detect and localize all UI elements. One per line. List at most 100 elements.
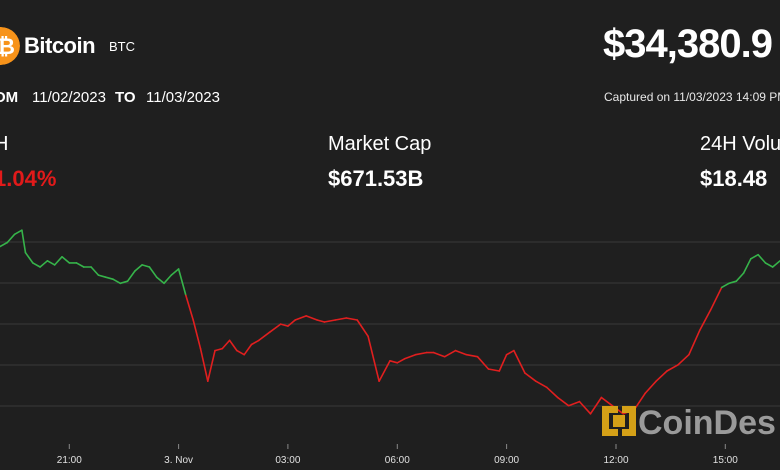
line-segment bbox=[24, 251, 34, 264]
line-segment bbox=[126, 270, 136, 282]
price-line bbox=[0, 229, 780, 415]
line-segment bbox=[709, 286, 723, 311]
line-segment bbox=[228, 339, 238, 352]
line-segment bbox=[432, 351, 446, 358]
bitcoin-icon: ₿ bbox=[0, 27, 20, 65]
x-tick-label: 09:00 bbox=[494, 455, 519, 466]
x-tick-label: 03:00 bbox=[275, 455, 300, 466]
line-segment bbox=[589, 396, 603, 415]
line-segment bbox=[177, 268, 187, 297]
line-segment bbox=[6, 233, 16, 244]
line-segment bbox=[257, 331, 271, 342]
line-segment bbox=[655, 370, 668, 382]
x-tick-label: 3. Nov bbox=[164, 455, 193, 466]
line-segment bbox=[141, 264, 151, 268]
line-segment bbox=[567, 400, 581, 407]
line-segment bbox=[524, 372, 537, 382]
change-label: H bbox=[0, 133, 9, 155]
line-segment bbox=[207, 349, 216, 382]
range-from-date: 11/02/2023 bbox=[32, 89, 106, 106]
chart-grid bbox=[0, 241, 780, 407]
line-segment bbox=[556, 396, 570, 407]
line-segment bbox=[505, 349, 515, 356]
line-segment bbox=[698, 309, 712, 331]
line-segment bbox=[287, 319, 297, 327]
line-segment bbox=[454, 349, 468, 356]
line-segment bbox=[214, 347, 224, 352]
line-segment bbox=[644, 380, 657, 395]
line-segment bbox=[53, 255, 63, 266]
line-segment bbox=[61, 255, 71, 264]
x-axis-ticks: 21:00 3. Nov 03:00 06:00 09:00 12:00 15:00 bbox=[57, 444, 738, 466]
line-segment bbox=[104, 276, 114, 280]
price-chart: 21:00 3. Nov 03:00 06:00 09:00 12:00 15:00 Coi… bbox=[0, 229, 780, 466]
x-tick-label: 21:00 bbox=[57, 455, 82, 466]
change-value: 1.04% bbox=[0, 166, 57, 191]
line-segment bbox=[757, 253, 767, 264]
line-segment bbox=[720, 282, 730, 289]
line-segment bbox=[356, 319, 369, 338]
line-segment bbox=[771, 259, 780, 268]
line-segment bbox=[367, 335, 380, 382]
line-segment bbox=[192, 319, 202, 350]
range-to-label: TO bbox=[115, 89, 136, 106]
line-segment bbox=[268, 323, 282, 333]
watermark-text: CoinDes bbox=[638, 404, 776, 442]
x-tick-label: 15:00 bbox=[713, 455, 738, 466]
volume-label: 24H Volu bbox=[700, 133, 780, 155]
line-segment bbox=[243, 343, 253, 356]
line-segment bbox=[39, 259, 49, 268]
captured-timestamp: Captured on 11/03/2023 14:09 PM bbox=[604, 90, 780, 104]
line-segment bbox=[236, 349, 245, 356]
line-segment bbox=[578, 400, 592, 415]
line-segment bbox=[677, 353, 690, 366]
line-segment bbox=[323, 319, 337, 323]
line-segment bbox=[389, 360, 399, 364]
current-price: $34,380.9 bbox=[603, 22, 773, 66]
line-segment bbox=[487, 368, 501, 372]
market-cap-label: Market Cap bbox=[328, 133, 432, 155]
range-to-date: 11/03/2023 bbox=[146, 89, 220, 106]
line-segment bbox=[513, 349, 526, 374]
line-segment bbox=[13, 229, 23, 236]
line-segment bbox=[378, 360, 391, 382]
line-segment bbox=[294, 315, 308, 321]
line-segment bbox=[279, 323, 289, 327]
line-segment bbox=[163, 274, 173, 285]
line-segment bbox=[749, 253, 759, 260]
line-segment bbox=[170, 268, 180, 276]
line-segment bbox=[119, 280, 129, 285]
watermark: CoinDes bbox=[602, 404, 776, 442]
line-segment bbox=[396, 358, 406, 364]
line-segment bbox=[735, 272, 745, 282]
line-segment bbox=[155, 276, 165, 285]
line-segment bbox=[250, 339, 260, 346]
line-segment bbox=[21, 229, 27, 254]
line-segment bbox=[305, 315, 318, 321]
line-segment bbox=[666, 364, 679, 372]
line-segment bbox=[600, 396, 614, 407]
line-segment bbox=[534, 380, 548, 389]
line-segment bbox=[112, 278, 122, 285]
line-segment bbox=[334, 317, 348, 321]
line-segment bbox=[46, 259, 56, 266]
volume-value: $18.48 bbox=[700, 166, 768, 191]
line-segment bbox=[742, 257, 752, 274]
line-segment bbox=[465, 353, 479, 358]
line-segment bbox=[476, 355, 490, 370]
line-segment bbox=[90, 266, 100, 276]
line-segment bbox=[134, 264, 143, 272]
line-segment bbox=[31, 262, 41, 268]
line-segment bbox=[199, 347, 209, 382]
line-segment bbox=[316, 319, 326, 323]
line-segment bbox=[633, 392, 646, 411]
line-segment bbox=[403, 353, 417, 360]
line-segment bbox=[498, 353, 508, 372]
line-segment bbox=[221, 339, 231, 350]
line-segment bbox=[728, 280, 738, 285]
line-segment bbox=[0, 241, 9, 248]
line-segment bbox=[688, 329, 701, 356]
coin-ticker: BTC bbox=[109, 39, 135, 54]
x-tick-label: 06:00 bbox=[385, 455, 410, 466]
line-segment bbox=[148, 266, 158, 278]
